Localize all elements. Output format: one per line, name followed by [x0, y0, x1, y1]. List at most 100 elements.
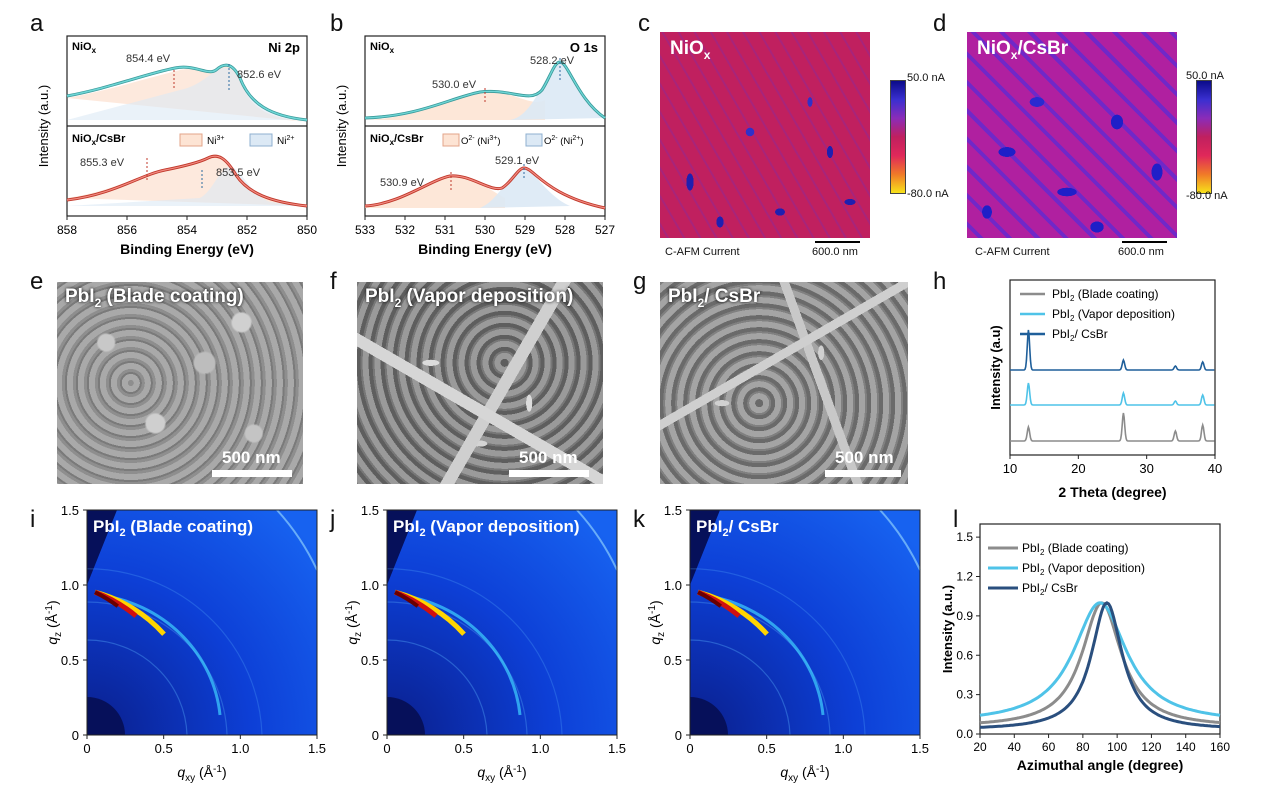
sem-scalebar-f	[509, 470, 589, 477]
a-peak-label: 853.5 eV	[216, 167, 261, 179]
sem-title-f: PbI2 (Vapor deposition)	[365, 286, 574, 310]
sem-scalebar-g	[825, 470, 901, 477]
sem-image-csbr: PbI2/ CsBr 500 nm	[660, 282, 908, 484]
sem-scalebar-e	[212, 470, 292, 477]
b-peak-label: 530.0 eV	[432, 79, 477, 91]
b-peak-label: 528.2 eV	[530, 55, 575, 67]
giwaxs-ytick: 0.5	[361, 653, 379, 668]
sem-image-vapor: PbI2 (Vapor deposition) 500 nm	[357, 282, 603, 484]
azimuthal-xtick: 160	[1210, 740, 1230, 754]
svg-text:NiOx: NiOx	[370, 41, 395, 55]
xrd-legend-label: PbI2/ CsBr	[1052, 327, 1108, 343]
a-bottom-sub: x	[92, 138, 97, 147]
azimuthal-ytick: 1.5	[956, 530, 973, 544]
a-legend-ni2: Ni	[277, 136, 286, 147]
sem-scale-text-e: 500 nm	[222, 448, 281, 467]
giwaxs-xtick: 0	[686, 741, 693, 756]
giwaxs-ytick: 0.5	[664, 653, 682, 668]
giwaxs-title-j: PbI2 (Vapor deposition)	[393, 517, 580, 539]
azimuthal-ylabel: Intensity (a.u.)	[940, 585, 955, 673]
xps-ni2p-chart: 858 856 854 852 850 Binding Energy (eV) …	[36, 35, 317, 257]
panel-letter-e: e	[30, 268, 44, 295]
cafm-title-nio-csbr: NiOx/CsBr	[977, 38, 1069, 62]
cafm-image-nio: NiOx	[660, 32, 870, 238]
azimuthal-xtick: 20	[973, 740, 987, 754]
azimuthal-series-line	[979, 601, 1221, 717]
giwaxs-xtick: 0.5	[155, 741, 173, 756]
giwaxs-ytick: 1.5	[61, 503, 79, 518]
b-ylabel: Intensity (a.u.)	[334, 85, 349, 167]
azimuthal-xtick: 140	[1176, 740, 1196, 754]
azimuthal-legend-label: PbI2 (Vapor deposition)	[1022, 561, 1145, 577]
giwaxs-ytick: 1.5	[664, 503, 682, 518]
scale-text-c: 600.0 nm	[812, 246, 858, 258]
giwaxs-k: PbI2/ CsBr 0 0.5 1.0 1.5 0 0.5 1.0 1.5 qxy (Å-1) q…	[647, 503, 929, 784]
panel-letter-c: c	[638, 10, 650, 37]
scale-text-d: 600.0 nm	[1118, 246, 1164, 258]
b-legend-o-ni2: O2- (Ni2+)	[544, 135, 584, 147]
panel-letter-a: a	[30, 10, 44, 37]
giwaxs-xtick: 0	[383, 741, 390, 756]
azimuthal-ytick: 0.3	[956, 688, 973, 702]
giwaxs-xtick: 1.0	[834, 741, 852, 756]
sem-image-blade: PbI2 (Blade coating) 500 nm	[57, 282, 303, 484]
svg-text:NiOx/CsBr: NiOx/CsBr	[370, 133, 424, 147]
cafm-caption-d: C-AFM Current	[975, 246, 1050, 258]
a-peak-label: 854.4 eV	[126, 53, 171, 65]
giwaxs-title-k: PbI2/ CsBr	[696, 517, 779, 539]
a-bottom-label: NiO	[72, 133, 92, 145]
a-top-sub: x	[92, 46, 97, 55]
azimuthal-ytick: 1.2	[956, 570, 973, 584]
b-xtick: 532	[395, 223, 415, 237]
a-xlabel: Binding Energy (eV)	[120, 241, 254, 257]
a-top-label: NiO	[72, 41, 92, 53]
giwaxs-ytick: 0	[372, 728, 379, 743]
svg-text:NiOx: NiOx	[72, 41, 97, 55]
giwaxs-j: PbI2 (Vapor deposition) 0 0.5 1.0 1.5 0 0.5 1.0…	[344, 503, 626, 784]
giwaxs-ytick: 0	[72, 728, 79, 743]
giwaxs-xlabel: qxy (Å-1)	[177, 764, 226, 784]
giwaxs-ylabel: qz (Å-1)	[344, 600, 364, 644]
azimuthal-ytick: 0.6	[956, 648, 973, 662]
a-xtick: 856	[117, 223, 137, 237]
giwaxs-ytick: 1.0	[664, 578, 682, 593]
giwaxs-xtick: 1.5	[911, 741, 929, 756]
giwaxs-ytick: 0.5	[61, 653, 79, 668]
sem-scale-text-g: 500 nm	[835, 448, 894, 467]
b-xlabel: Binding Energy (eV)	[418, 241, 552, 257]
b-xtick: 533	[355, 223, 375, 237]
panel-letter-d: d	[933, 10, 947, 37]
xrd-xlabel: 2 Theta (degree)	[1058, 484, 1166, 500]
giwaxs-xtick: 0.5	[758, 741, 776, 756]
b-peak-label: 529.1 eV	[495, 155, 540, 167]
azimuthal-legend-label: PbI2 (Blade coating)	[1022, 541, 1129, 557]
xrd-series-line	[1010, 412, 1215, 442]
a-bottom-suffix: /CsBr	[96, 133, 126, 145]
giwaxs-ytick: 1.5	[361, 503, 379, 518]
b-xtick: 531	[435, 223, 455, 237]
b-xtick: 529	[515, 223, 535, 237]
b-bottom-label: NiO	[370, 133, 390, 145]
giwaxs-ytick: 1.0	[361, 578, 379, 593]
b-xtick: 530	[475, 223, 495, 237]
a-ylabel: Intensity (a.u.)	[36, 85, 51, 167]
xrd-chart: 10 20 30 40 2 Theta (degree) Intensity (a.u) P…	[988, 279, 1222, 500]
giwaxs-ytick: 1.0	[61, 578, 79, 593]
azimuthal-ytick: 0.0	[956, 727, 973, 741]
giwaxs-title-i: PbI2 (Blade coating)	[93, 517, 253, 539]
panel-letter-h: h	[933, 268, 947, 295]
b-xtick: 527	[595, 223, 615, 237]
azimuthal-xtick: 100	[1107, 740, 1127, 754]
panel-letter-f: f	[330, 268, 337, 295]
a-xtick: 858	[57, 223, 77, 237]
svg-text:NiOx/CsBr: NiOx/CsBr	[72, 133, 126, 147]
a-xtick: 854	[177, 223, 197, 237]
colorbar-max-c: 50.0 nA	[907, 72, 945, 84]
panel-letter-j: j	[330, 506, 336, 533]
cafm-image-nio-csbr: NiOx/CsBr	[967, 32, 1177, 238]
panel-letter-g: g	[633, 268, 647, 295]
a-legend-ni3: Ni	[207, 136, 216, 147]
svg-text:Ni2+: Ni2+	[277, 135, 294, 147]
azimuthal-xtick: 120	[1141, 740, 1161, 754]
panel-letter-b: b	[330, 10, 344, 37]
